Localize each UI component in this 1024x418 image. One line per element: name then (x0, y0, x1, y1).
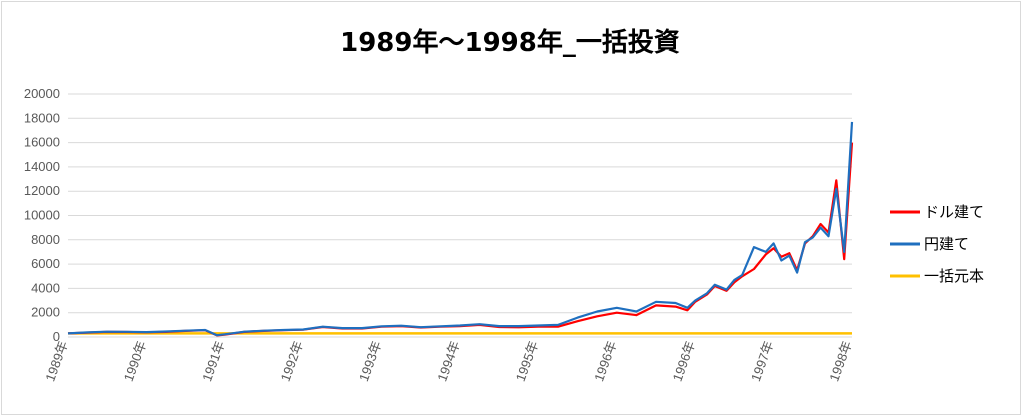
y-tick-label: 6000 (31, 256, 60, 271)
y-tick-label: 10000 (24, 208, 60, 223)
y-tick-label: 14000 (24, 159, 60, 174)
y-tick-label: 16000 (24, 135, 60, 150)
y-tick-label: 0 (53, 329, 60, 344)
x-tick-label: 1993年 (356, 339, 384, 384)
x-tick-label: 1989年 (42, 339, 70, 384)
legend-label: 円建て (924, 235, 969, 253)
y-axis-ticks: 0 2000 4000 6000 8000 10000 12000 14000 16000 180… (24, 86, 60, 344)
x-tick-label: 1994年 (434, 339, 462, 384)
y-tick-label: 2000 (31, 305, 60, 320)
x-tick-label: 1998年 (826, 339, 854, 384)
x-tick-label: 1992年 (278, 339, 306, 384)
x-tick-label: 1990年 (121, 339, 149, 384)
series-line-0 (67, 142, 854, 337)
chart-title: 1989年～1998年_一括投資 (340, 28, 680, 58)
y-tick-label: 18000 (24, 110, 60, 125)
series-lines (67, 121, 854, 337)
x-tick-label: 1997年 (748, 339, 776, 384)
y-tick-label: 8000 (31, 232, 60, 247)
legend-label: 一括元本 (924, 267, 984, 285)
x-axis-ticks: 1989年 1990年 1991年 1992年 1993年 1994年 1995年 1996年… (42, 339, 854, 384)
gridlines (68, 93, 852, 338)
series-line-1 (67, 121, 854, 337)
y-tick-label: 12000 (24, 183, 60, 198)
x-tick-label: 1995年 (513, 339, 541, 384)
y-tick-label: 4000 (31, 280, 60, 295)
x-tick-label: 1996年 (670, 339, 698, 384)
x-tick-label: 1991年 (199, 339, 227, 384)
x-tick-label: 1996年 (591, 339, 619, 384)
legend-label: ドル建て (924, 203, 984, 221)
y-tick-label: 20000 (24, 86, 60, 101)
